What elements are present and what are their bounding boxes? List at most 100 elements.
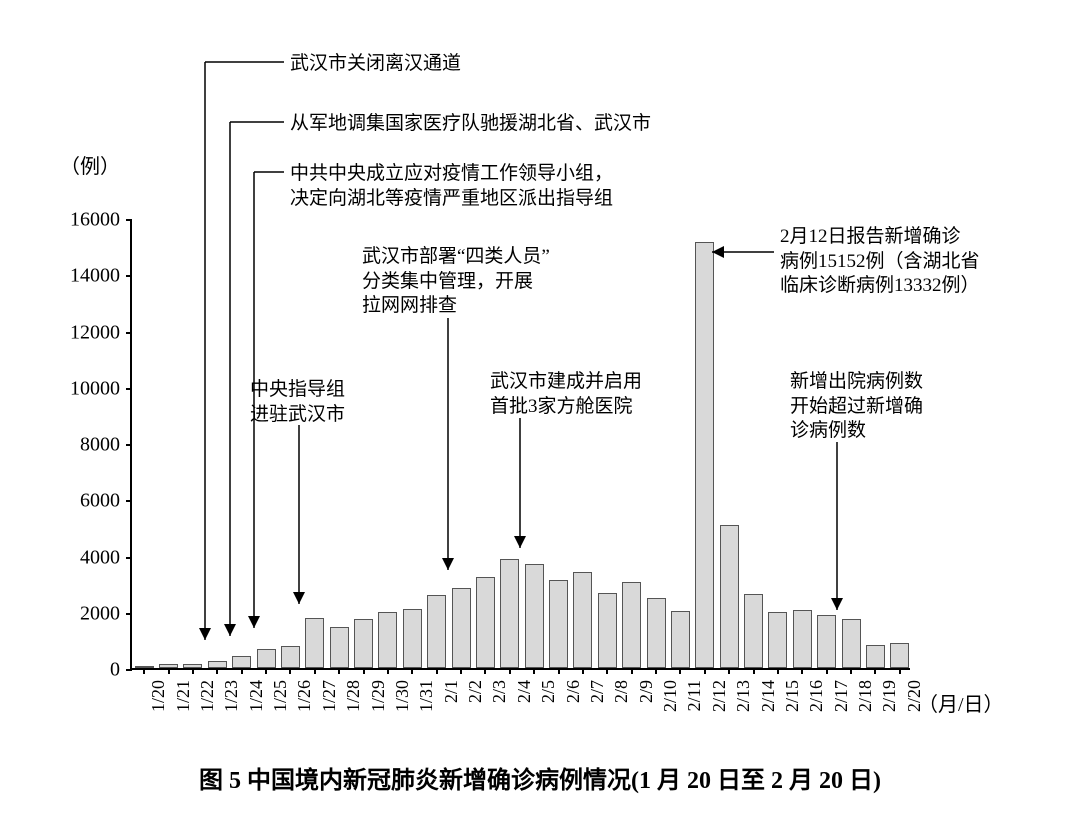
x-tick-mark xyxy=(192,668,194,674)
y-tick-label: 6000 xyxy=(60,490,120,513)
bar xyxy=(622,582,641,668)
y-tick-label: 4000 xyxy=(60,546,120,569)
annotation-a6: 武汉市建成并启用 首批3家方舱医院 xyxy=(490,370,642,419)
x-tick-label: 1/22 xyxy=(197,680,218,712)
bar xyxy=(476,577,495,668)
bar xyxy=(378,612,397,668)
y-tick-label: 2000 xyxy=(60,602,120,625)
x-tick-label: 1/30 xyxy=(392,680,413,712)
bar xyxy=(452,588,471,668)
y-tick-label: 10000 xyxy=(60,377,120,400)
x-tick-mark xyxy=(460,668,462,674)
x-tick-mark xyxy=(704,668,706,674)
bar xyxy=(647,598,666,668)
y-tick-label: 8000 xyxy=(60,434,120,457)
x-tick-label: 2/2 xyxy=(465,680,486,703)
x-tick-mark xyxy=(874,668,876,674)
y-tick-mark xyxy=(126,219,132,221)
x-tick-label: 2/10 xyxy=(660,680,681,712)
x-tick-label: 1/23 xyxy=(221,680,242,712)
bar xyxy=(232,656,251,668)
x-tick-mark xyxy=(484,668,486,674)
x-tick-label: 1/31 xyxy=(416,680,437,712)
x-tick-label: 1/28 xyxy=(343,680,364,712)
bar xyxy=(354,619,373,668)
x-tick-mark xyxy=(338,668,340,674)
annotation-a1: 武汉市关闭离汉通道 xyxy=(290,52,461,77)
bar xyxy=(793,610,812,668)
y-tick-mark xyxy=(126,500,132,502)
bar xyxy=(208,661,227,668)
bar xyxy=(720,525,739,668)
x-tick-mark xyxy=(241,668,243,674)
x-tick-mark xyxy=(582,668,584,674)
annotation-a3: 中共中央成立应对疫情工作领导小组， 决定向湖北等疫情严重地区派出指导组 xyxy=(290,162,613,211)
x-tick-mark xyxy=(314,668,316,674)
y-tick-mark xyxy=(126,669,132,671)
y-tick-label: 16000 xyxy=(60,209,120,232)
x-tick-label: 2/3 xyxy=(489,680,510,703)
x-axis-unit-label: （月/日） xyxy=(918,688,1004,717)
bar xyxy=(671,611,690,668)
bar xyxy=(695,242,714,668)
x-tick-label: 2/1 xyxy=(441,680,462,703)
x-tick-mark xyxy=(143,668,145,674)
bar xyxy=(866,645,885,668)
x-tick-label: 2/7 xyxy=(587,680,608,703)
x-tick-label: 1/26 xyxy=(294,680,315,712)
bar xyxy=(427,595,446,668)
annotation-a7: 2月12日报告新增确诊 病例15152例（含湖北省 临床诊断病例13332例） xyxy=(780,225,980,299)
x-tick-label: 1/21 xyxy=(173,680,194,712)
x-tick-label: 2/9 xyxy=(636,680,657,703)
y-axis-unit-label: （例） xyxy=(60,150,120,179)
x-tick-label: 2/5 xyxy=(538,680,559,703)
bar xyxy=(525,564,544,668)
x-tick-mark xyxy=(679,668,681,674)
annotation-a4: 武汉市部署“四类人员” 分类集中管理，开展 拉网网排查 xyxy=(362,245,550,319)
x-tick-mark xyxy=(631,668,633,674)
x-tick-mark xyxy=(509,668,511,674)
x-tick-mark xyxy=(216,668,218,674)
x-tick-mark xyxy=(289,668,291,674)
x-tick-mark xyxy=(801,668,803,674)
x-tick-label: 2/11 xyxy=(684,680,705,711)
y-tick-mark xyxy=(126,444,132,446)
x-tick-label: 2/6 xyxy=(563,680,584,703)
x-tick-label: 2/15 xyxy=(782,680,803,712)
y-tick-label: 12000 xyxy=(60,321,120,344)
bar xyxy=(549,580,568,668)
x-tick-label: 2/18 xyxy=(855,680,876,712)
x-tick-label: 2/16 xyxy=(806,680,827,712)
y-tick-label: 14000 xyxy=(60,265,120,288)
y-tick-mark xyxy=(126,332,132,334)
annotation-a2: 从军地调集国家医疗队驰援湖北省、武汉市 xyxy=(290,112,651,137)
x-tick-label: 2/13 xyxy=(733,680,754,712)
bar xyxy=(842,619,861,668)
x-tick-label: 2/8 xyxy=(611,680,632,703)
y-tick-mark xyxy=(126,275,132,277)
y-tick-label: 0 xyxy=(60,659,120,682)
bar xyxy=(500,559,519,668)
bar xyxy=(768,612,787,669)
y-tick-mark xyxy=(126,613,132,615)
x-tick-mark xyxy=(411,668,413,674)
bar xyxy=(281,646,300,668)
x-tick-mark xyxy=(168,668,170,674)
bar xyxy=(403,609,422,668)
bar xyxy=(817,615,836,668)
x-tick-mark xyxy=(387,668,389,674)
x-tick-label: 2/4 xyxy=(514,680,535,703)
bar xyxy=(890,643,909,668)
x-tick-mark xyxy=(655,668,657,674)
x-tick-mark xyxy=(363,668,365,674)
annotation-a8: 新增出院病例数 开始超过新增确 诊病例数 xyxy=(790,370,923,444)
x-tick-mark xyxy=(265,668,267,674)
x-tick-label: 2/14 xyxy=(758,680,779,712)
bar xyxy=(573,572,592,668)
x-tick-label: 2/12 xyxy=(709,680,730,712)
x-tick-label: 1/29 xyxy=(368,680,389,712)
x-tick-mark xyxy=(436,668,438,674)
x-tick-label: 2/20 xyxy=(904,680,925,712)
x-tick-label: 2/19 xyxy=(879,680,900,712)
x-tick-label: 1/25 xyxy=(270,680,291,712)
